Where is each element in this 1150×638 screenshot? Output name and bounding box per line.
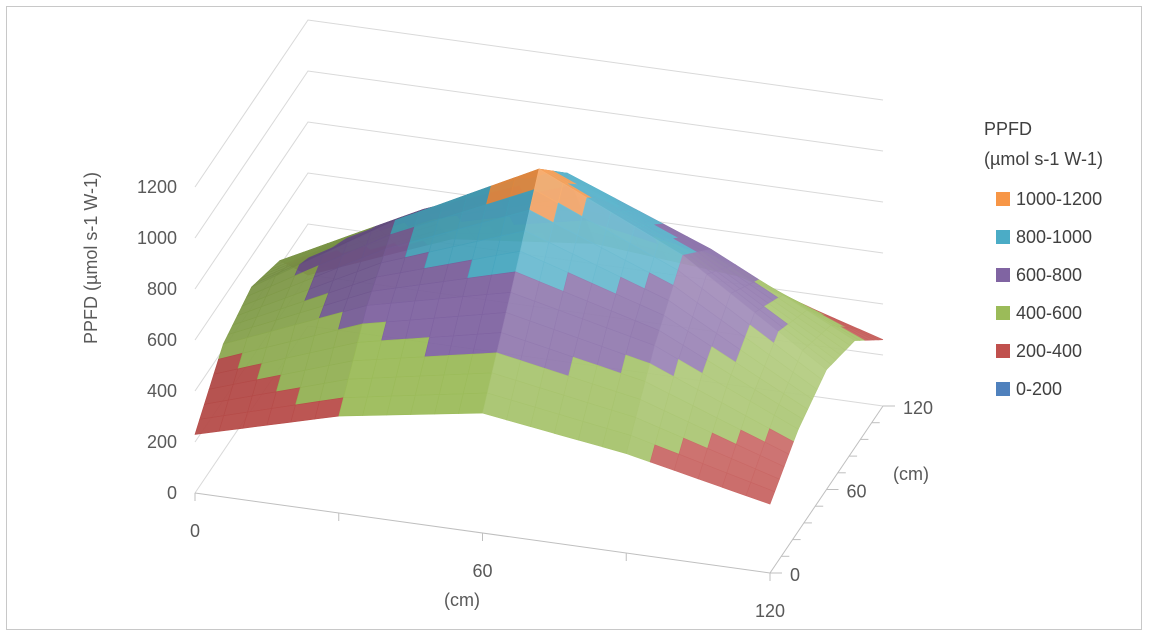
legend-swatch [996,382,1010,396]
legend-title-line1: PPFD [984,119,1032,139]
z-tick-label: 400 [147,381,177,401]
x-axis-title: (cm) [444,590,480,610]
chart-axes: PPFD (µmol s-1 W-1) (cm) (cm) 0200400600… [81,172,933,621]
z-tick-label: 200 [147,432,177,452]
surface-facet [194,415,225,435]
z-gridline [194,172,884,341]
legend-swatch [996,344,1010,358]
z-gridline [194,70,884,239]
x-tick-label: 60 [472,561,492,581]
legend-label: 200-400 [1016,341,1082,361]
y-tick-label: 120 [903,398,933,418]
legend-label: 0-200 [1016,379,1062,399]
legend-swatch [996,192,1010,206]
y-tick-label: 60 [847,482,867,502]
x-tick-label: 120 [755,601,785,621]
z-tick-label: 800 [147,279,177,299]
legend-label: 1000-1200 [1016,189,1102,209]
y-axis-title: (cm) [893,464,929,484]
z-tick-label: 1000 [137,228,177,248]
legend: PPFD (µmol s-1 W-1) 1000-1200 800-1000 600… [984,119,1103,399]
surface-facet [745,481,776,505]
z-gridline [194,121,884,290]
legend-label: 400-600 [1016,303,1082,323]
legend-swatch [996,268,1010,282]
y-tick-label: 0 [790,565,800,585]
legend-swatch [996,306,1010,320]
z-tick-label: 0 [167,483,177,503]
surface-plot [194,168,884,505]
x-tick-label: 0 [190,521,200,541]
legend-swatch [996,230,1010,244]
legend-title-line2: (µmol s-1 W-1) [984,149,1103,169]
legend-label: 800-1000 [1016,227,1092,247]
z-tick-label: 1200 [137,177,177,197]
legend-label: 600-800 [1016,265,1082,285]
z-tick-label: 600 [147,330,177,350]
z-axis-title: PPFD (µmol s-1 W-1) [81,172,101,344]
z-gridline [194,19,884,188]
